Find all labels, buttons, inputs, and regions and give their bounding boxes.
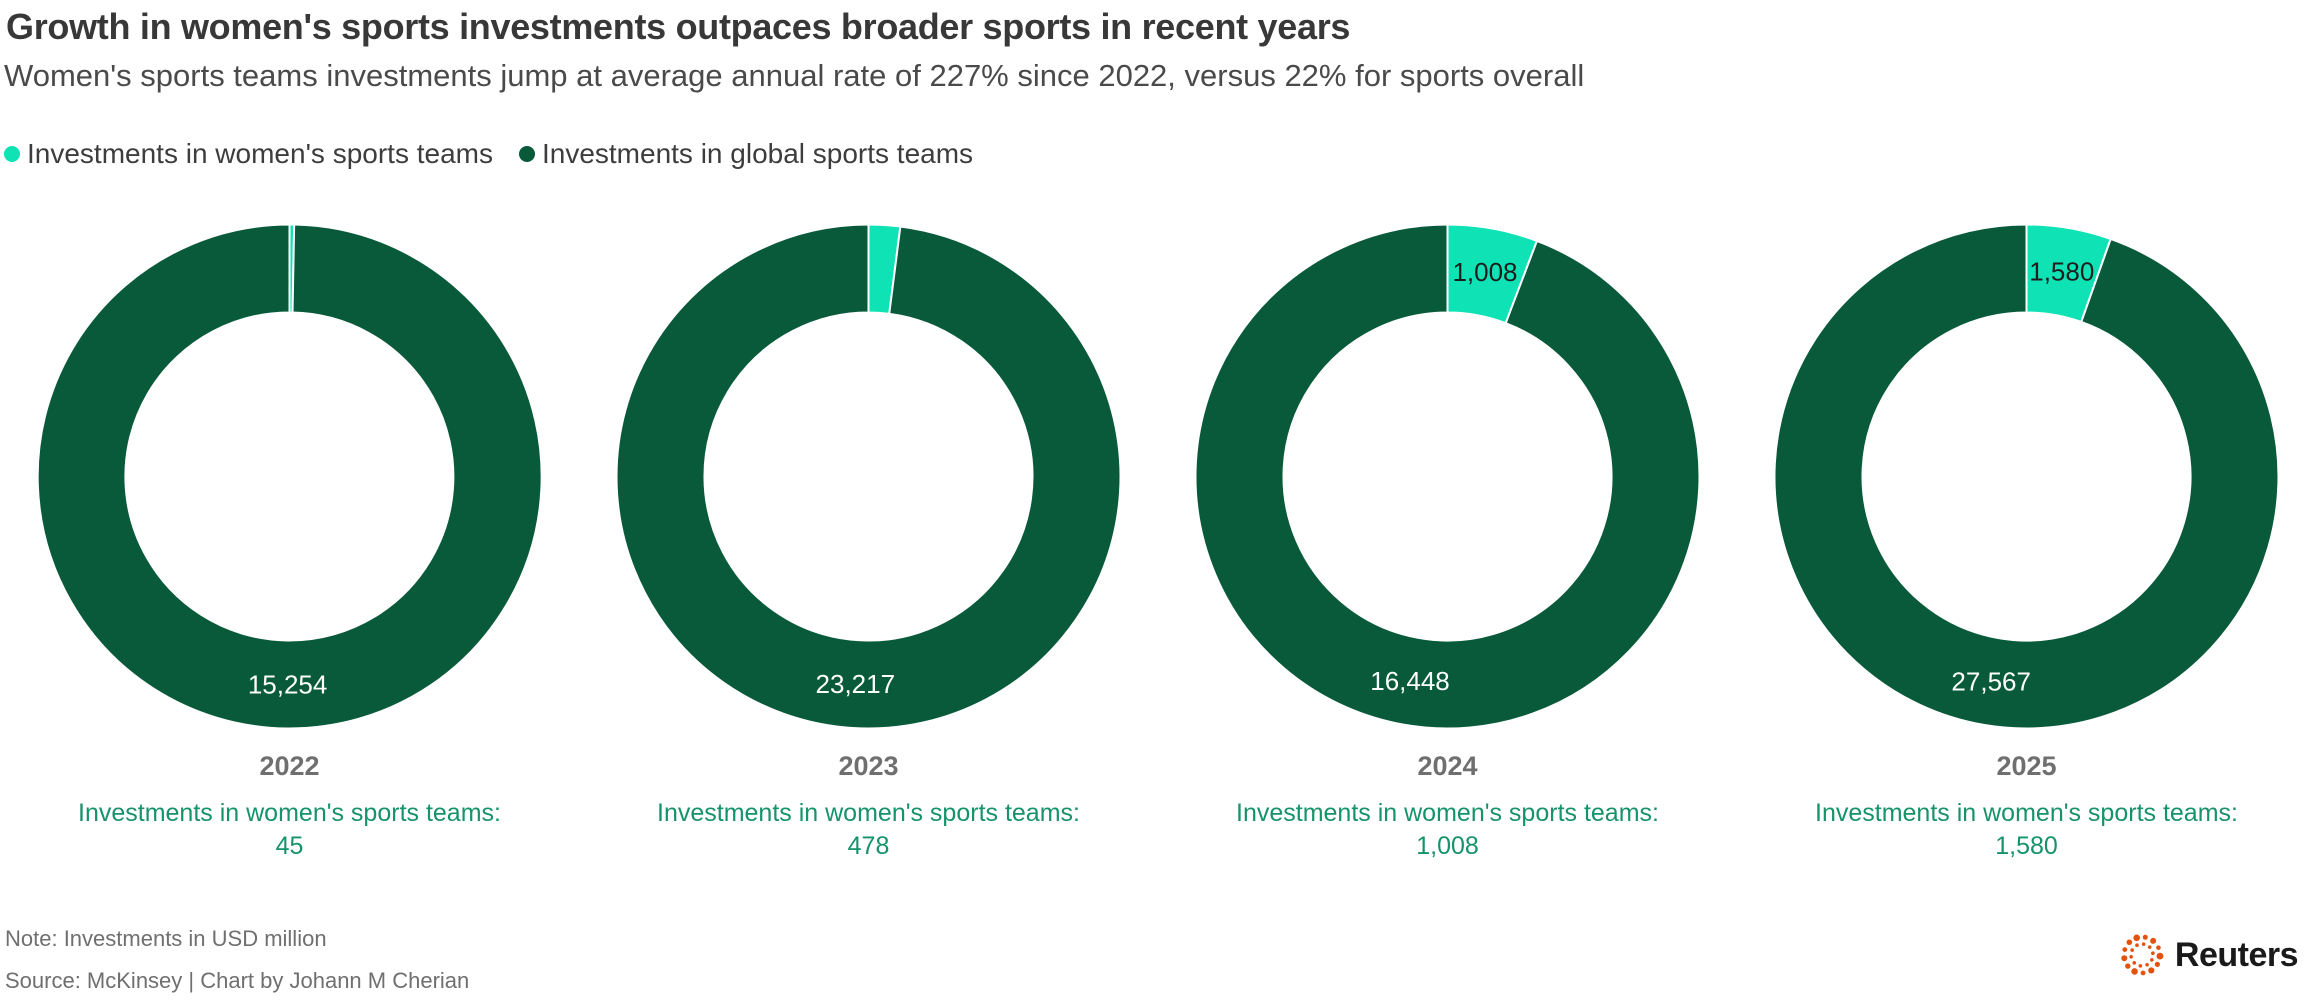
womens-caption: Investments in women's sports teams:: [1815, 799, 2238, 827]
donut-2024-icon: 16,448 1,008: [1195, 224, 1700, 729]
womens-slice-value: 1,008: [1452, 257, 1517, 287]
note-text: Note: Investments in USD million: [5, 926, 327, 951]
womens-caption: Investments in women's sports teams:: [657, 799, 1080, 827]
donut-chart-2023: 23,217 2023 Investments in women's sport…: [579, 224, 1158, 861]
page-title: Growth in women's sports investments out…: [6, 6, 1351, 47]
womens-caption: Investments in women's sports teams:: [1236, 799, 1659, 827]
womens-value: 45: [275, 832, 304, 860]
global-slice-value: 15,254: [248, 670, 328, 700]
womens-caption: Investments in women's sports teams:: [78, 799, 501, 827]
reuters-logo: Reuters: [2115, 928, 2299, 982]
page-subtitle: Women's sports teams investments jump at…: [4, 58, 1585, 93]
womens-value: 1,580: [1995, 832, 2058, 860]
year-label: 2024: [1417, 751, 1478, 781]
global-slice-value: 16,448: [1370, 666, 1450, 696]
legend-dot-global-icon: [518, 146, 535, 162]
reuters-logo-text: Reuters: [2174, 935, 2299, 974]
donut-2025-icon: 27,567 1,580: [1774, 224, 2279, 729]
year-label: 2025: [1996, 751, 2057, 781]
legend-item-global: Investments in global sports teams: [518, 138, 974, 170]
year-label: 2023: [838, 751, 899, 781]
donut-2023-icon: 23,217: [616, 224, 1121, 729]
year-label: 2022: [259, 751, 320, 781]
womens-slice-value: 1,580: [2029, 257, 2094, 287]
legend-dot-womens-icon: [4, 146, 20, 162]
source-text: Source: McKinsey | Chart by Johann M Che…: [5, 968, 470, 993]
donut-charts-row: 15,254 2022 Investments in women's sport…: [0, 224, 2316, 861]
womens-value: 478: [847, 832, 890, 860]
donut-2022-icon: 15,254: [37, 224, 542, 729]
legend-label-womens: Investments in women's sports teams: [27, 138, 493, 169]
global-slice-value: 23,217: [816, 669, 896, 699]
donut-chart-2022: 15,254 2022 Investments in women's sport…: [0, 224, 579, 861]
legend-label-global: Investments in global sports teams: [541, 138, 974, 169]
donut-chart-2024: 16,448 1,008 2024 Investments in women's …: [1158, 224, 1737, 861]
legend-item-womens: Investments in women's sports teams: [4, 138, 493, 170]
womens-value: 1,008: [1416, 832, 1479, 860]
legend: Investments in women's sports teams Inve…: [4, 138, 999, 170]
donut-chart-2025: 27,567 1,580 2025 Investments in women's …: [1737, 224, 2316, 861]
global-slice-value: 27,567: [1951, 667, 2031, 697]
reuters-dots-icon: [2121, 934, 2164, 976]
